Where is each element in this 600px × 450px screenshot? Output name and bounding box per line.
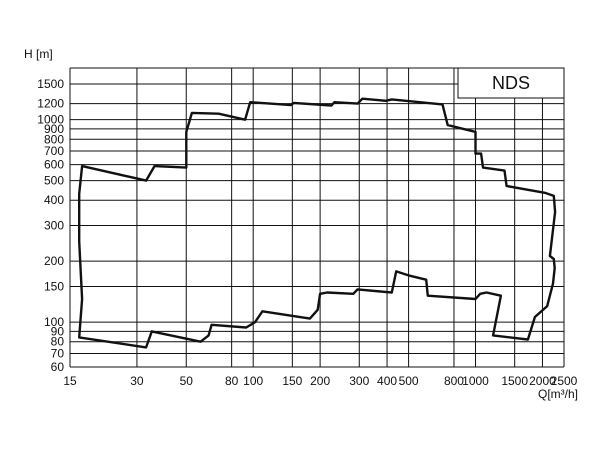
grid <box>69 67 565 368</box>
legend: NDS <box>457 67 565 99</box>
y-tick-label: 70 <box>51 346 65 360</box>
y-tick-label: 500 <box>44 174 64 188</box>
x-tick-label: 2000 <box>529 374 556 388</box>
x-tick-label: 800 <box>444 374 464 388</box>
y-tick-label: 90 <box>51 324 65 338</box>
x-tick-label: 30 <box>130 374 144 388</box>
y-tick-label: 900 <box>44 122 64 136</box>
x-tick-label: 2500 <box>551 374 578 388</box>
x-tick-label: 400 <box>377 374 397 388</box>
y-tick-label: 700 <box>44 144 64 158</box>
x-tick-label: 80 <box>225 374 239 388</box>
y-tick-label: 80 <box>51 335 65 349</box>
x-tick-label: 100 <box>243 374 263 388</box>
x-tick-label: 500 <box>399 374 419 388</box>
series-layer <box>77 97 557 349</box>
x-tick-label: 150 <box>282 374 302 388</box>
legend-box <box>457 67 565 99</box>
y-tick-label: 200 <box>44 254 64 268</box>
x-tick-label: 1500 <box>501 374 528 388</box>
y-tick-label: 600 <box>44 158 64 172</box>
y-tick-label: 1000 <box>37 113 64 127</box>
x-tick-label: 50 <box>180 374 194 388</box>
x-axis-title: Q[m³/h] <box>538 387 578 401</box>
y-tick-label: 1500 <box>37 77 64 91</box>
x-tick-label: 300 <box>349 374 369 388</box>
series-outline-nds <box>77 97 557 349</box>
legend-entry: NDS <box>492 73 530 93</box>
x-tick-label: 15 <box>63 374 77 388</box>
y-tick-label: 400 <box>44 193 64 207</box>
y-tick-label: 100 <box>44 315 64 329</box>
y-tick-label: 60 <box>51 360 65 374</box>
y-tick-label: 300 <box>44 219 64 233</box>
y-tick-label: 800 <box>44 132 64 146</box>
y-tick-label: 150 <box>44 279 64 293</box>
y-axis-title: H [m] <box>24 47 53 61</box>
x-tick-label: 1000 <box>462 374 489 388</box>
x-tick-label: 200 <box>310 374 330 388</box>
y-tick-label: 1200 <box>37 97 64 111</box>
